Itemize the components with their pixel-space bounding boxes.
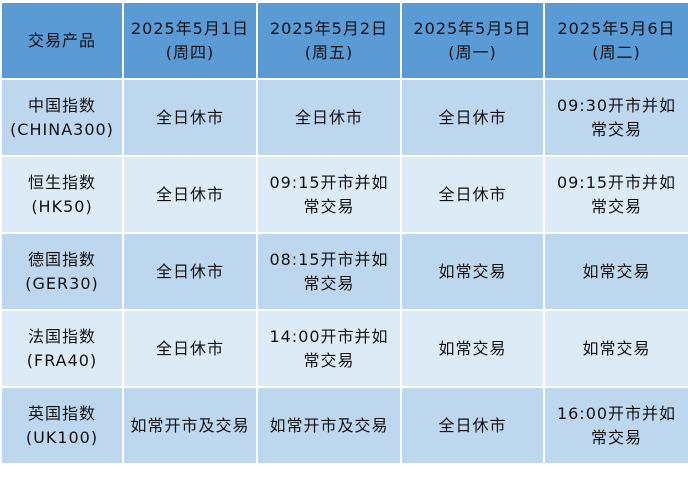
product-cell: 法国指数 (FRA40) (0, 309, 124, 388)
status-cell: 如常开市及交易 (122, 386, 258, 465)
status-cell: 如常交易 (400, 232, 545, 311)
product-name: 恒生指数 (27, 172, 96, 192)
product-name: 英国指数 (27, 403, 96, 423)
table-row: 英国指数 (UK100) 如常开市及交易 如常开市及交易 全日休市 16:00开市并如常交… (0, 386, 688, 465)
status-cell: 如常交易 (543, 232, 688, 311)
product-code: (HK50) (31, 196, 93, 216)
status-cell: 09:15开市并如常交易 (543, 155, 688, 234)
header-date: 2025年5月5日 (周一) (400, 1, 545, 80)
header-text: 交易产品 (27, 30, 96, 50)
header-date-text: 2025年5月1日 (130, 18, 250, 38)
header-weekday: (周五) (304, 42, 354, 62)
status-cell: 14:00开市并如常交易 (256, 309, 402, 388)
product-cell: 中国指数 (CHINA300) (0, 78, 124, 157)
header-product: 交易产品 (0, 1, 124, 80)
header-date: 2025年5月6日 (周二) (543, 1, 688, 80)
status-cell: 09:15开市并如常交易 (256, 155, 402, 234)
product-code: (UK100) (25, 427, 99, 447)
status-cell: 全日休市 (256, 78, 402, 157)
product-cell: 德国指数 (GER30) (0, 232, 124, 311)
status-cell: 全日休市 (400, 78, 545, 157)
status-cell: 如常交易 (543, 309, 688, 388)
product-cell: 恒生指数 (HK50) (0, 155, 124, 234)
status-cell: 全日休市 (122, 309, 258, 388)
header-weekday: (周一) (448, 42, 497, 62)
status-cell: 如常交易 (400, 309, 545, 388)
header-date-text: 2025年5月6日 (557, 18, 676, 38)
status-cell: 全日休市 (122, 78, 258, 157)
product-cell: 英国指数 (UK100) (0, 386, 124, 465)
header-row: 交易产品 2025年5月1日 (周四) 2025年5月2日 (周五) 2025年5月… (0, 1, 688, 80)
status-cell: 08:15开市并如常交易 (256, 232, 402, 311)
status-cell: 全日休市 (122, 232, 258, 311)
status-cell: 全日休市 (400, 386, 545, 465)
product-code: (FRA40) (26, 350, 98, 370)
product-name: 法国指数 (27, 326, 96, 346)
header-date: 2025年5月1日 (周四) (122, 1, 258, 80)
product-code: (GER30) (25, 273, 99, 293)
status-cell: 如常开市及交易 (256, 386, 402, 465)
product-code: (CHINA300) (10, 119, 114, 139)
status-cell: 全日休市 (122, 155, 258, 234)
header-date-text: 2025年5月2日 (269, 18, 389, 38)
holiday-trading-table: 交易产品 2025年5月1日 (周四) 2025年5月2日 (周五) 2025年5月… (0, 1, 688, 465)
header-date-text: 2025年5月5日 (413, 18, 532, 38)
product-name: 德国指数 (27, 249, 96, 269)
status-cell: 16:00开市并如常交易 (543, 386, 688, 465)
status-cell: 09:30开市并如常交易 (543, 78, 688, 157)
table-row: 中国指数 (CHINA300) 全日休市 全日休市 全日休市 09:30开市并如常交易 (0, 78, 688, 157)
table-row: 德国指数 (GER30) 全日休市 08:15开市并如常交易 如常交易 如常交易 (0, 232, 688, 311)
header-weekday: (周四) (165, 42, 215, 62)
header-weekday: (周二) (592, 42, 641, 62)
status-cell: 全日休市 (400, 155, 545, 234)
product-name: 中国指数 (27, 95, 96, 115)
table-row: 恒生指数 (HK50) 全日休市 09:15开市并如常交易 全日休市 09:15开市并如常… (0, 155, 688, 234)
table-row: 法国指数 (FRA40) 全日休市 14:00开市并如常交易 如常交易 如常交易 (0, 309, 688, 388)
header-date: 2025年5月2日 (周五) (256, 1, 402, 80)
